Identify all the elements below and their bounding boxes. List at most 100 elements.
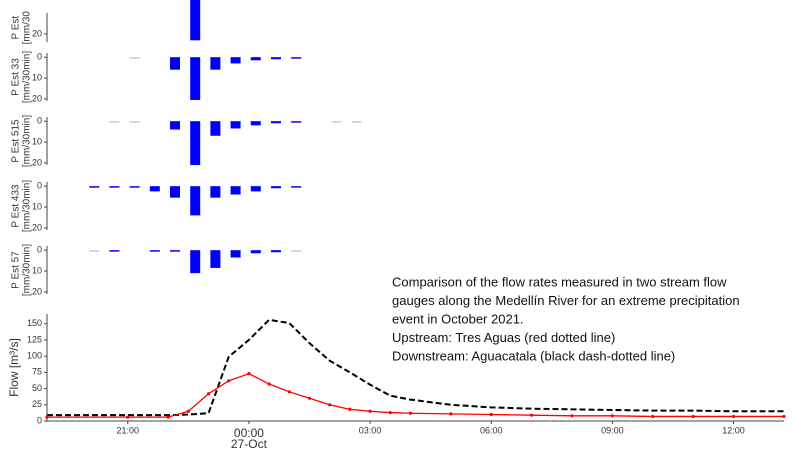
precip-bar [129,186,140,188]
precip-bar [190,186,201,216]
precip-bar [270,250,281,253]
x-tick-label: 03:00 [359,425,382,435]
y-tick-label: 20 [32,93,42,103]
flow-line [47,318,784,417]
precip-bar [89,250,100,252]
precip-bar [210,121,221,136]
y-tick-label: 0 [37,415,42,425]
annotation: Upstream: Tres Aguas (red dotted line) [392,330,615,345]
flow-marker [307,396,312,400]
flow-marker [348,407,352,411]
x-tick-label: 12:00 [722,425,745,435]
flow-marker [267,382,271,386]
annotation: Downstream: Aguacatala (black dash-dotte… [392,348,675,363]
y-tick-label: 75 [32,367,42,377]
y-axis-label: P Est [11,16,22,40]
precip-bar [230,186,241,195]
flow-marker [166,415,170,419]
annotation: event in October 2021. [392,311,524,326]
y-tick-label: 0 [37,181,42,191]
flow-marker [287,390,291,394]
y-tick-label: 0 [37,52,42,62]
annotation: Comparison of the flow rates measured in… [392,274,727,289]
precip-bar [230,121,241,129]
flow-marker [247,372,251,376]
precip-bar [149,186,160,192]
precip-bar [291,57,302,59]
flow-marker [489,412,493,417]
precip-bar [109,121,120,123]
y-tick-label: 150 [27,318,42,328]
y-axis-label: Flow [m³/s] [7,338,21,397]
y-axis-label: [mm/30min] [22,180,33,232]
precip-bar [190,57,201,100]
y-tick-label: 25 [32,399,42,409]
precip-bar [210,250,221,268]
precip-bar [109,186,120,188]
y-axis-label: [mm/30 [22,11,33,45]
y-tick-label: 10 [32,136,42,146]
flow-marker [368,409,372,413]
y-axis-label: P Est 515 [11,119,22,163]
y-tick-label: 50 [32,383,42,393]
precip-bar [190,250,201,274]
date-label: 27-Oct [231,437,268,451]
flow-marker [691,414,695,419]
y-tick-label: 20 [32,157,42,167]
flow-marker [408,411,413,415]
y-tick-label: 20 [32,28,42,38]
y-axis-label: P Est 33 [11,58,22,96]
precip-bar [129,121,140,123]
flow-marker [782,414,786,419]
flow-marker [530,413,534,417]
y-tick-label: 0 [37,245,42,255]
precip-bar [250,121,261,126]
y-tick-label: 10 [32,72,42,82]
precip-bar [351,121,362,123]
precip-bar [230,57,241,64]
precip-bar [250,250,261,254]
y-tick-label: 0 [37,116,42,126]
y-axis-label: [mm/30min] [22,115,33,167]
precip-bar [109,250,120,252]
precip-bar [89,186,100,188]
flow-line [47,372,784,418]
precip-bar [270,121,281,124]
precip-bar [291,250,302,252]
y-tick-label: 10 [32,201,42,211]
x-tick-label: 00:00 [234,426,264,440]
flow-marker [449,412,453,416]
precip-bar [270,57,281,60]
x-tick-label: 06:00 [480,425,503,435]
precip-bar [129,57,140,59]
flow-marker [126,415,130,419]
annotation: gauges along the Medellín River for an e… [392,293,740,308]
y-axis-label: [mm/30min] [22,244,33,296]
precip-bar [170,121,181,130]
precip-bar [250,57,261,61]
y-axis-label: P Est 433 [11,184,22,228]
flow-marker [610,414,614,418]
x-tick-label: 21:00 [117,425,140,435]
y-tick-label: 10 [32,265,42,275]
flow-marker [388,410,392,415]
flow-marker [186,409,190,413]
precip-bar [210,57,221,70]
flow-marker [328,403,332,407]
precip-bar [190,0,201,41]
y-tick-label: 20 [32,222,42,232]
precip-bar [170,186,181,198]
precip-bar [291,186,302,188]
precip-bar [149,250,160,252]
flow-marker [570,414,574,418]
precip-bar [230,250,241,258]
x-tick-label: 09:00 [601,425,624,435]
y-axis-label: [mm/30min] [22,51,33,103]
precip-bar [291,121,302,123]
precip-bar [170,250,181,252]
precip-bar [250,186,261,192]
flow-marker [651,414,655,419]
y-tick-label: 20 [32,286,42,296]
flow-marker [206,392,211,396]
